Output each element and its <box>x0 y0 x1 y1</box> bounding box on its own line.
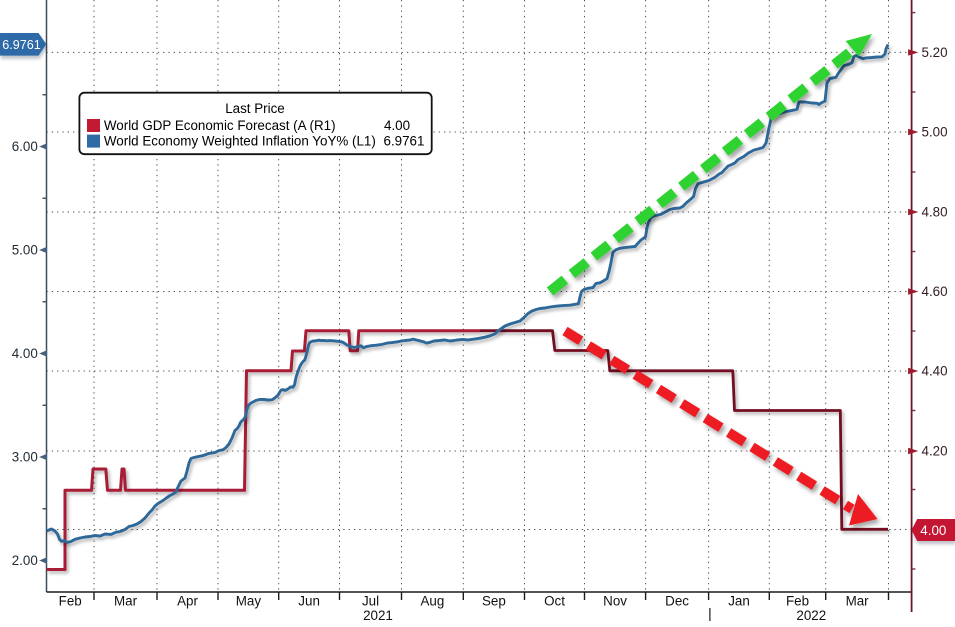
svg-text:World GDP Economic Forecast (A: World GDP Economic Forecast (A (R1) <box>104 118 336 133</box>
svg-text:4.20: 4.20 <box>922 444 948 459</box>
svg-text:4.00: 4.00 <box>384 118 410 133</box>
svg-text:2.00: 2.00 <box>12 553 38 568</box>
svg-text:4.00: 4.00 <box>920 523 946 538</box>
svg-text:Last Price: Last Price <box>225 101 285 116</box>
svg-text:5.00: 5.00 <box>922 125 948 140</box>
svg-text:Mar: Mar <box>846 594 870 609</box>
svg-text:6.00: 6.00 <box>12 139 38 154</box>
svg-text:Mar: Mar <box>114 594 138 609</box>
svg-text:Aug: Aug <box>420 594 444 609</box>
svg-text:Dec: Dec <box>665 594 689 609</box>
svg-text:Nov: Nov <box>603 594 627 609</box>
svg-text:4.40: 4.40 <box>922 364 948 379</box>
svg-text:4.00: 4.00 <box>12 346 38 361</box>
svg-text:2021: 2021 <box>363 608 393 622</box>
svg-text:3.00: 3.00 <box>12 450 38 465</box>
svg-text:World Economy Weighted Inflati: World Economy Weighted Inflation YoY% (L… <box>104 133 376 148</box>
svg-text:4.80: 4.80 <box>922 205 948 220</box>
svg-text:6.9761: 6.9761 <box>384 133 425 148</box>
svg-text:2022: 2022 <box>796 608 826 622</box>
svg-text:Jul: Jul <box>362 594 379 609</box>
svg-text:Jan: Jan <box>728 594 750 609</box>
svg-text:May: May <box>236 594 262 609</box>
svg-text:Sep: Sep <box>482 594 506 609</box>
svg-text:Oct: Oct <box>544 594 565 609</box>
svg-text:5.20: 5.20 <box>922 45 948 60</box>
svg-text:Jun: Jun <box>298 594 320 609</box>
svg-text:Feb: Feb <box>59 594 82 609</box>
svg-text:6.9761: 6.9761 <box>2 38 41 52</box>
svg-text:Apr: Apr <box>177 594 198 609</box>
svg-text:4.60: 4.60 <box>922 284 948 299</box>
svg-text:5.00: 5.00 <box>12 243 38 258</box>
svg-text:Feb: Feb <box>786 594 809 609</box>
